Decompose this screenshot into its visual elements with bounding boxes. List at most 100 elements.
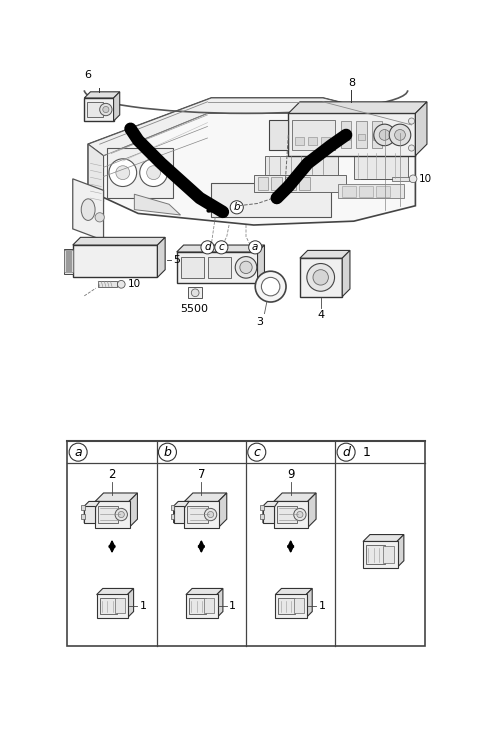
Bar bbox=[263, 506, 274, 523]
Bar bbox=[372, 121, 382, 148]
Circle shape bbox=[100, 103, 112, 116]
Bar bbox=[277, 506, 297, 523]
Bar bbox=[254, 175, 346, 192]
Text: c: c bbox=[218, 243, 224, 252]
Circle shape bbox=[395, 130, 406, 140]
Text: d: d bbox=[204, 243, 211, 252]
Bar bbox=[265, 155, 338, 175]
Bar bbox=[274, 501, 308, 528]
Text: 6: 6 bbox=[84, 70, 92, 80]
Circle shape bbox=[207, 512, 214, 517]
Text: 1: 1 bbox=[318, 601, 325, 611]
Polygon shape bbox=[88, 144, 104, 202]
Text: 5500: 5500 bbox=[180, 304, 208, 314]
Polygon shape bbox=[274, 493, 316, 501]
Bar bbox=[260, 504, 264, 510]
Circle shape bbox=[408, 118, 415, 124]
Bar bbox=[64, 251, 66, 272]
Text: 3: 3 bbox=[256, 317, 264, 328]
Polygon shape bbox=[288, 102, 427, 114]
Polygon shape bbox=[114, 92, 120, 121]
Bar bbox=[294, 598, 304, 613]
Polygon shape bbox=[73, 237, 165, 245]
Polygon shape bbox=[218, 493, 227, 528]
Polygon shape bbox=[363, 534, 404, 542]
Polygon shape bbox=[174, 501, 189, 523]
Bar bbox=[188, 506, 207, 523]
Text: 1: 1 bbox=[140, 601, 147, 611]
Text: 7: 7 bbox=[198, 468, 205, 481]
Text: b: b bbox=[233, 202, 240, 213]
Text: 2: 2 bbox=[108, 468, 116, 481]
Text: 10: 10 bbox=[127, 279, 141, 290]
Bar bbox=[356, 121, 367, 148]
Bar bbox=[363, 542, 398, 567]
Circle shape bbox=[408, 145, 415, 151]
Bar bbox=[204, 598, 215, 613]
Bar bbox=[207, 257, 230, 278]
Bar bbox=[84, 98, 114, 121]
Bar bbox=[73, 245, 157, 277]
Circle shape bbox=[409, 175, 417, 183]
Bar bbox=[81, 514, 85, 519]
Polygon shape bbox=[88, 98, 415, 155]
Bar bbox=[170, 514, 174, 519]
Polygon shape bbox=[73, 179, 104, 240]
Circle shape bbox=[235, 257, 257, 278]
Bar bbox=[189, 597, 206, 614]
Circle shape bbox=[379, 130, 390, 140]
Bar bbox=[269, 119, 288, 150]
Bar bbox=[63, 249, 73, 273]
Bar bbox=[308, 137, 317, 145]
Polygon shape bbox=[263, 501, 278, 523]
Polygon shape bbox=[84, 92, 120, 98]
Circle shape bbox=[374, 124, 396, 146]
Bar bbox=[288, 114, 415, 155]
Bar bbox=[98, 281, 118, 287]
Polygon shape bbox=[306, 589, 312, 618]
Polygon shape bbox=[186, 589, 223, 594]
Bar bbox=[95, 501, 130, 528]
Circle shape bbox=[255, 271, 286, 302]
Bar bbox=[177, 252, 258, 283]
Circle shape bbox=[147, 166, 160, 180]
Bar bbox=[69, 251, 71, 272]
Bar bbox=[84, 506, 95, 523]
Bar bbox=[211, 183, 331, 217]
Bar bbox=[373, 134, 381, 140]
Bar bbox=[275, 594, 307, 618]
Bar bbox=[71, 251, 73, 272]
Bar bbox=[299, 177, 310, 190]
Polygon shape bbox=[300, 251, 350, 258]
Bar bbox=[342, 185, 356, 196]
Bar bbox=[278, 597, 295, 614]
Polygon shape bbox=[397, 534, 404, 567]
Circle shape bbox=[192, 289, 199, 297]
Bar bbox=[341, 121, 351, 148]
Bar bbox=[285, 177, 296, 190]
Bar bbox=[174, 506, 184, 523]
Bar bbox=[180, 257, 204, 278]
Text: 10: 10 bbox=[419, 174, 432, 184]
Text: d: d bbox=[342, 446, 350, 459]
Bar bbox=[67, 441, 425, 647]
Circle shape bbox=[297, 512, 303, 517]
Bar bbox=[271, 177, 282, 190]
Bar bbox=[260, 514, 264, 519]
Polygon shape bbox=[184, 493, 227, 501]
Bar bbox=[81, 504, 85, 510]
Polygon shape bbox=[258, 245, 264, 283]
Text: 4: 4 bbox=[317, 311, 324, 320]
Circle shape bbox=[95, 213, 104, 222]
Circle shape bbox=[140, 159, 168, 186]
Text: 1: 1 bbox=[362, 446, 370, 459]
Polygon shape bbox=[134, 194, 180, 215]
Bar bbox=[115, 598, 125, 613]
Bar bbox=[300, 258, 342, 297]
Circle shape bbox=[294, 509, 306, 520]
Bar bbox=[100, 597, 117, 614]
Circle shape bbox=[109, 159, 137, 186]
Circle shape bbox=[262, 277, 280, 296]
Bar bbox=[342, 134, 350, 140]
Bar bbox=[292, 119, 335, 150]
